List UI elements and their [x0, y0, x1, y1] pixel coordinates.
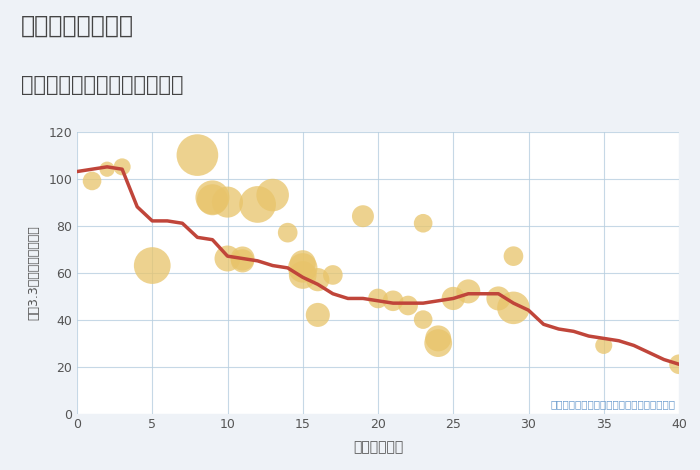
Point — [328, 271, 339, 279]
Point — [237, 255, 248, 262]
Point — [417, 316, 428, 323]
Point — [282, 229, 293, 236]
Point — [297, 264, 308, 272]
Point — [222, 198, 233, 206]
Point — [267, 191, 278, 199]
Point — [433, 339, 444, 347]
Point — [312, 276, 323, 283]
Point — [102, 165, 113, 173]
Point — [463, 288, 474, 295]
Point — [192, 151, 203, 159]
Point — [297, 271, 308, 279]
Point — [252, 201, 263, 208]
Point — [448, 295, 459, 302]
Point — [147, 262, 158, 269]
Point — [417, 219, 428, 227]
Point — [433, 335, 444, 342]
X-axis label: 築年数（年）: 築年数（年） — [353, 440, 403, 454]
Point — [116, 163, 128, 171]
Point — [673, 360, 685, 368]
Point — [222, 255, 233, 262]
Point — [207, 196, 218, 204]
Point — [598, 342, 609, 349]
Point — [388, 297, 399, 305]
Y-axis label: 坪（3.3㎡）単価（万円）: 坪（3.3㎡）単価（万円） — [27, 225, 40, 320]
Point — [312, 311, 323, 319]
Point — [207, 194, 218, 201]
Text: 築年数別中古マンション価格: 築年数別中古マンション価格 — [21, 75, 183, 95]
Point — [508, 252, 519, 260]
Point — [508, 304, 519, 312]
Point — [493, 295, 504, 302]
Point — [237, 257, 248, 265]
Text: 円の大きさは、取引のあった物件面積を示す: 円の大きさは、取引のあった物件面積を示す — [551, 399, 676, 409]
Point — [402, 302, 414, 309]
Text: 三重県四日市市霞: 三重県四日市市霞 — [21, 14, 134, 38]
Point — [297, 259, 308, 267]
Point — [357, 212, 368, 220]
Point — [87, 177, 98, 185]
Point — [372, 295, 384, 302]
